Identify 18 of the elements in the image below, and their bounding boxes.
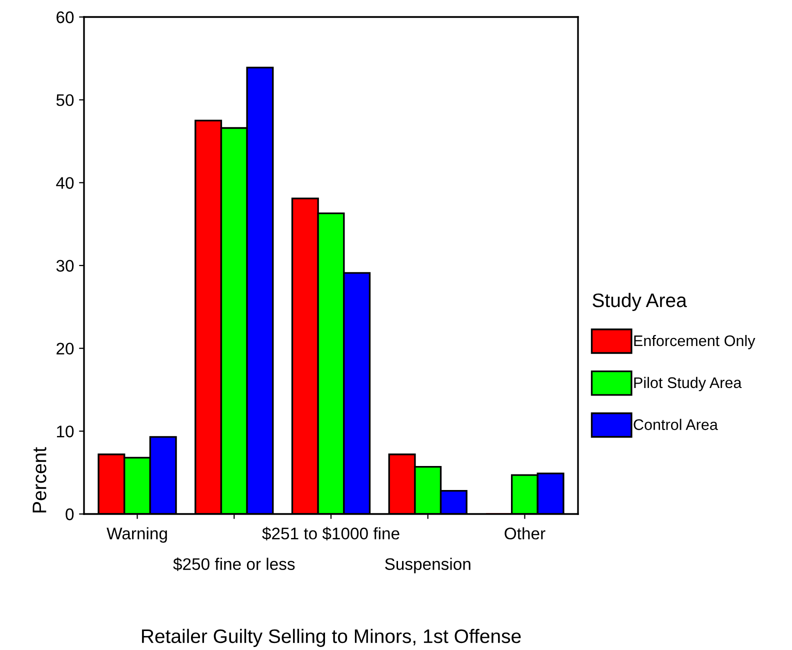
y-tick-label: 40 (56, 177, 74, 189)
x-tick-label: Other (504, 527, 546, 540)
y-tick-label: 20 (56, 342, 74, 355)
x-axis-title: Retailer Guilty Selling to Minors, 1st Offense (142, 628, 521, 647)
x-tick-label: $250 fine or less (173, 557, 295, 571)
legend-label: Pilot Study Area (634, 376, 742, 392)
y-axis-title: Percent (32, 447, 46, 512)
legend-label: Enforcement Only (634, 334, 756, 350)
x-tick-label: Warning (106, 527, 167, 543)
y-tick-label: 50 (56, 94, 74, 106)
x-tick-label: Suspension (385, 558, 470, 574)
legend-label: Control Area (634, 418, 718, 430)
y-tick-label: 0 (66, 508, 74, 520)
y-tick-label: 60 (56, 11, 74, 24)
x-tick-label: $251 to $1000 fine (262, 526, 400, 540)
y-tick-label: 30 (56, 260, 74, 272)
legend-title: Study Area (592, 292, 687, 312)
y-tick-label: 10 (57, 426, 74, 438)
